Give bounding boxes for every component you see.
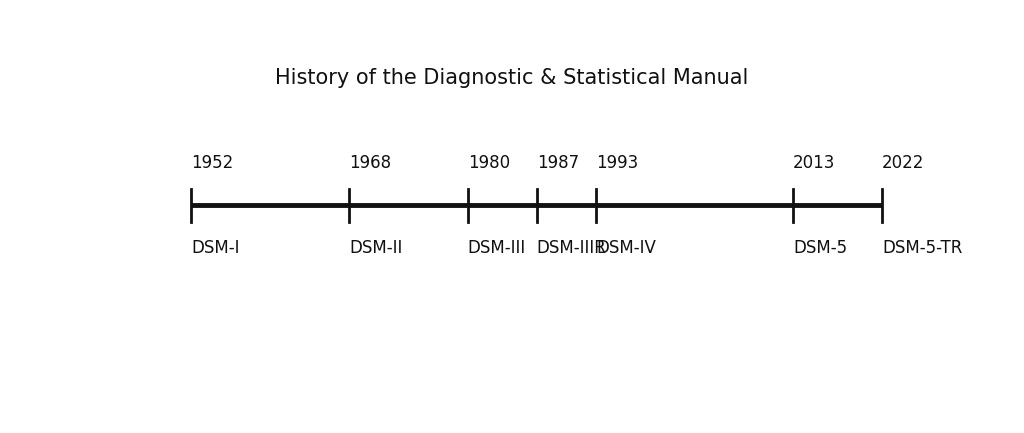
- Text: DSM-IV: DSM-IV: [596, 239, 655, 257]
- Text: DSM-III: DSM-III: [468, 239, 526, 257]
- Text: 2022: 2022: [882, 154, 925, 172]
- Text: 1968: 1968: [349, 154, 391, 172]
- Text: DSM-II: DSM-II: [349, 239, 402, 257]
- Text: 1993: 1993: [596, 154, 638, 172]
- Text: DSM-I: DSM-I: [191, 239, 240, 257]
- Text: DSM-5-TR: DSM-5-TR: [882, 239, 963, 257]
- Text: DSM-IIIR: DSM-IIIR: [537, 239, 606, 257]
- Text: 1987: 1987: [537, 154, 579, 172]
- Text: 2013: 2013: [794, 154, 836, 172]
- Text: 1980: 1980: [468, 154, 510, 172]
- Text: 1952: 1952: [191, 154, 233, 172]
- Text: History of the Diagnostic & Statistical Manual: History of the Diagnostic & Statistical …: [275, 68, 749, 88]
- Text: DSM-5: DSM-5: [794, 239, 847, 257]
